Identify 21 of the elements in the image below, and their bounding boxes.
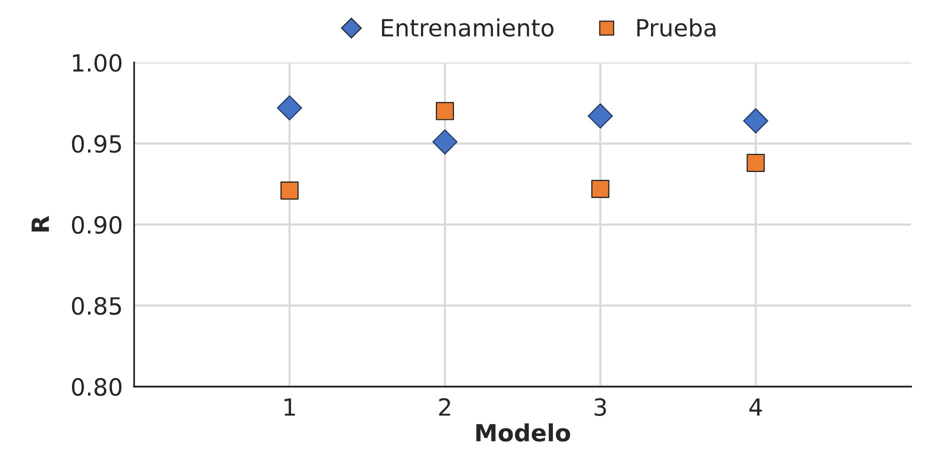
- x-tick-label: 1: [284, 398, 295, 416]
- y-tick-label: 0.95: [72, 134, 121, 153]
- point: [280, 181, 299, 200]
- legend-label: Entrenamiento: [382, 18, 554, 37]
- legend-label: Prueba: [637, 18, 716, 37]
- x-tick-label: 3: [594, 398, 606, 416]
- y-axis-title: R: [32, 216, 49, 232]
- point: [746, 154, 765, 172]
- x-tick-label: 4: [749, 398, 762, 416]
- point: [436, 102, 454, 120]
- x-tick-label: 2: [439, 398, 450, 416]
- y-tick-label: 0.80: [72, 378, 122, 396]
- point: [432, 129, 458, 154]
- x-axis-title: Modelo: [476, 423, 570, 442]
- point: [276, 95, 302, 120]
- point: [591, 180, 610, 198]
- point: [588, 103, 613, 129]
- point: [743, 108, 768, 134]
- y-tick-label: 0.90: [72, 216, 122, 234]
- y-tick-label: 1.00: [73, 54, 122, 72]
- y-tick-label: 0.85: [72, 297, 121, 315]
